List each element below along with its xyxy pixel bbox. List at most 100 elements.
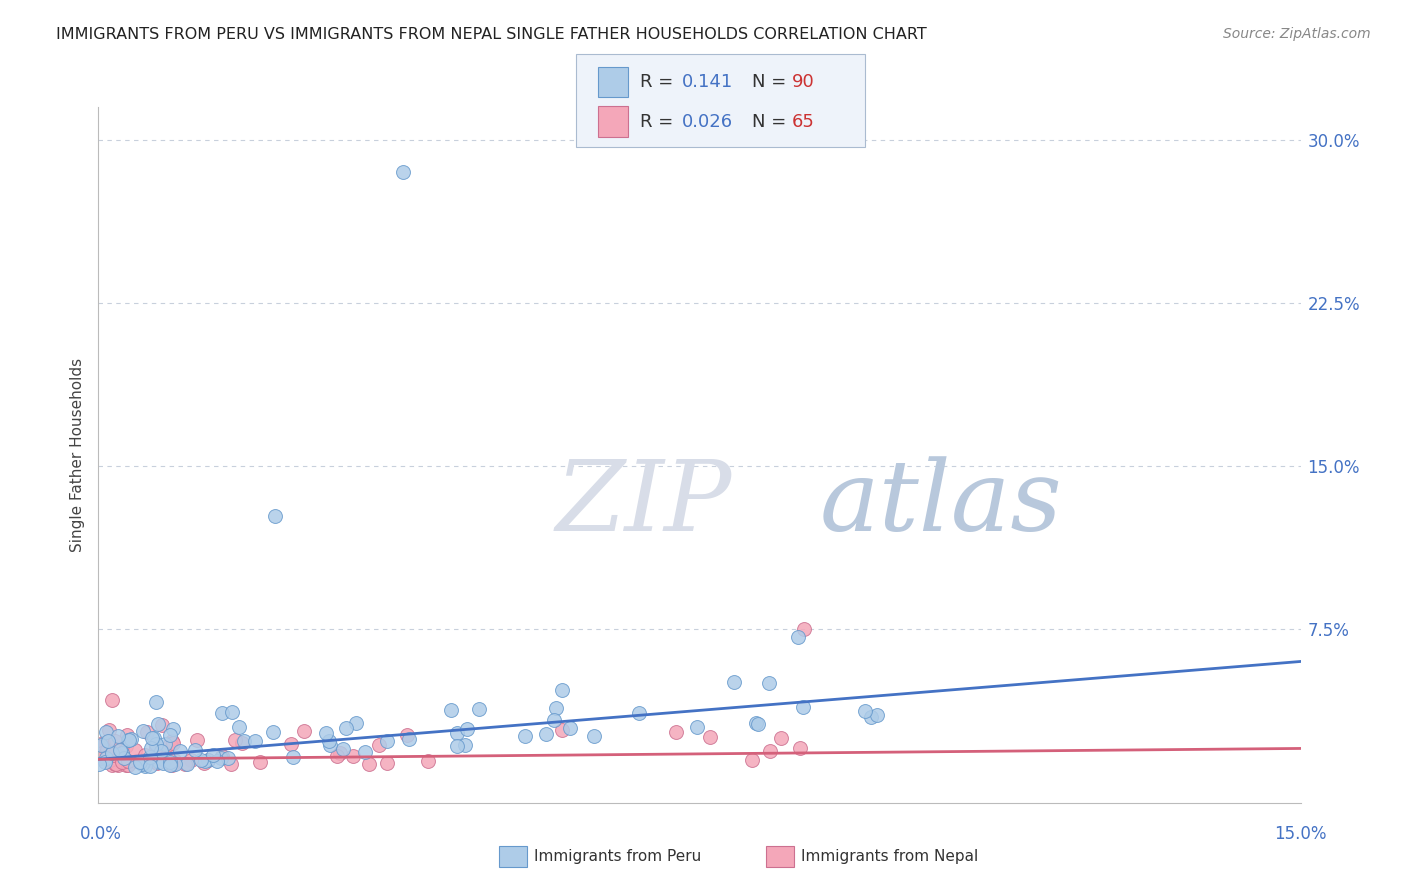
Point (101, 757, 124, 772)
Point (446, 739, 468, 753)
Point (866, 707, 889, 722)
Point (335, 721, 357, 735)
Point (440, 703, 463, 717)
Point (326, 749, 349, 764)
Point (744, 716, 766, 731)
Point (551, 723, 574, 737)
Point (136, 725, 159, 739)
Point (142, 754, 165, 768)
Point (207, 755, 229, 769)
Point (132, 756, 155, 770)
Point (332, 741, 354, 756)
Text: 65: 65 (792, 112, 814, 130)
Point (104, 756, 127, 771)
Point (160, 734, 183, 748)
Point (368, 738, 391, 752)
Text: Immigrants from Nepal: Immigrants from Nepal (801, 849, 979, 863)
Point (97, 723, 120, 737)
Point (249, 755, 271, 769)
Point (318, 734, 340, 748)
Point (454, 738, 477, 752)
Point (146, 756, 169, 770)
Point (544, 701, 567, 715)
Point (793, 622, 815, 636)
Point (110, 743, 132, 757)
Point (117, 754, 139, 768)
Point (233, 733, 256, 747)
Point (228, 720, 250, 734)
Point (468, 702, 491, 716)
Point (150, 718, 173, 732)
Point (627, 706, 650, 720)
Point (146, 717, 169, 731)
Point (159, 728, 181, 742)
Point (741, 753, 763, 767)
Point (162, 736, 184, 750)
Point (152, 756, 174, 771)
Point (209, 751, 232, 765)
Point (860, 709, 883, 723)
Point (90, 738, 112, 752)
Text: IMMIGRANTS FROM PERU VS IMMIGRANTS FROM NEPAL SINGLE FATHER HOUSEHOLDS CORRELATI: IMMIGRANTS FROM PERU VS IMMIGRANTS FROM … (56, 27, 927, 42)
Text: R =: R = (640, 112, 679, 130)
Point (342, 749, 364, 764)
Point (94, 724, 117, 739)
Point (105, 756, 128, 771)
Point (97, 734, 120, 748)
Point (163, 757, 186, 772)
Point (142, 731, 165, 746)
Point (219, 756, 242, 771)
Point (134, 747, 156, 762)
Point (112, 750, 135, 764)
Point (111, 755, 134, 769)
Point (197, 753, 219, 767)
Point (787, 631, 810, 645)
Point (747, 717, 769, 731)
Point (118, 733, 141, 747)
Point (353, 745, 375, 759)
Point (193, 756, 215, 770)
Text: 15.0%: 15.0% (1274, 825, 1327, 843)
Point (560, 721, 582, 735)
Point (104, 733, 127, 747)
Point (124, 743, 146, 757)
Point (159, 756, 181, 770)
Point (534, 727, 557, 741)
Point (392, 165, 415, 179)
Point (262, 724, 284, 739)
Point (103, 752, 125, 766)
Point (117, 733, 139, 747)
Point (145, 737, 167, 751)
Point (685, 720, 707, 734)
Text: atlas: atlas (820, 456, 1063, 551)
Point (224, 733, 246, 747)
Point (543, 713, 565, 727)
Point (176, 757, 198, 772)
Point (375, 734, 398, 748)
Point (664, 725, 686, 739)
Point (211, 748, 233, 763)
Point (184, 743, 207, 757)
Point (231, 736, 253, 750)
Point (115, 757, 138, 772)
Point (263, 508, 285, 523)
Point (89, 740, 111, 755)
Text: N =: N = (752, 112, 792, 130)
Point (344, 715, 367, 730)
Point (318, 738, 340, 752)
Point (398, 732, 420, 747)
Point (194, 754, 217, 768)
Text: 0.0%: 0.0% (80, 825, 122, 843)
Point (357, 757, 380, 772)
Point (853, 704, 876, 718)
Point (110, 746, 132, 760)
Point (699, 731, 721, 745)
Point (131, 756, 153, 771)
Point (163, 753, 186, 767)
Point (769, 731, 792, 746)
Point (416, 754, 439, 768)
Point (94, 755, 117, 769)
Point (153, 737, 176, 751)
Point (446, 726, 468, 740)
Y-axis label: Single Father Households: Single Father Households (69, 358, 84, 552)
